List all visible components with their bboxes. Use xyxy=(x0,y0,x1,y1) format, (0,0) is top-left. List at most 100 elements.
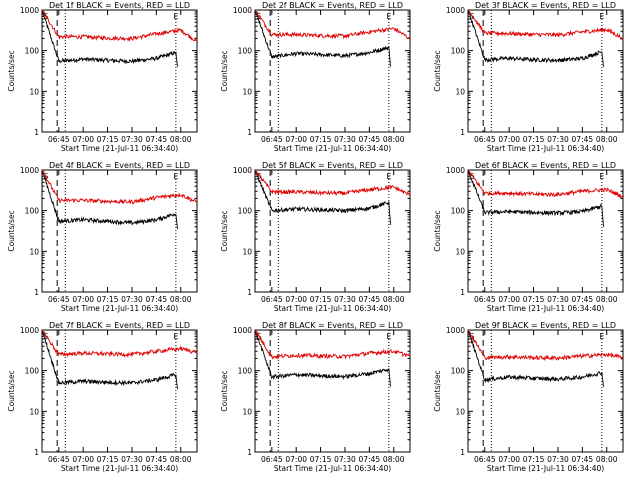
series-line-events xyxy=(467,169,604,227)
x-tick-label: 07:45 xyxy=(572,295,594,304)
y-tick-label: 1000 xyxy=(233,326,252,335)
x-tick-label: 08:00 xyxy=(596,295,618,304)
x-tick-label: 07:00 xyxy=(498,295,520,304)
x-axis-label: Start Time (21-Jul-11 06:34:40) xyxy=(274,464,391,473)
panel-title: Det 8f BLACK = Events, RED = LLD xyxy=(262,321,403,330)
x-tick-label: 08:00 xyxy=(170,135,192,144)
y-tick-label: 1000 xyxy=(20,166,39,175)
y-tick-label: 1 xyxy=(247,288,252,297)
y-tick-label: 100 xyxy=(238,207,253,216)
plot-frame xyxy=(467,169,624,293)
marker-E: E xyxy=(599,12,604,21)
plot-frame xyxy=(41,9,198,133)
y-tick-label: 1000 xyxy=(446,326,465,335)
panel-title: Det 7f BLACK = Events, RED = LLD xyxy=(49,321,190,330)
panel-7: Det 7f BLACK = Events, RED = LLD 1 10 100 10… xyxy=(7,321,198,473)
series-line-lld xyxy=(254,169,411,197)
y-tick-label: 1 xyxy=(460,288,465,297)
plot-frame xyxy=(41,329,198,453)
series-line-lld xyxy=(254,329,411,360)
x-tick-label: 07:00 xyxy=(72,295,94,304)
x-tick-label: 07:15 xyxy=(523,135,545,144)
y-tick-label: 10 xyxy=(29,247,39,256)
y-tick-label: 10 xyxy=(29,87,39,96)
marker-E: E xyxy=(386,332,391,341)
y-tick-label: 1000 xyxy=(20,6,39,15)
panel-3: Det 3f BLACK = Events, RED = LLD 1 10 100 10… xyxy=(433,1,624,153)
panel-title: Det 3f BLACK = Events, RED = LLD xyxy=(475,1,616,10)
x-tick-label: 07:15 xyxy=(310,295,332,304)
x-tick-label: 06:45 xyxy=(48,455,70,464)
y-axis-label: Counts/sec xyxy=(220,370,229,411)
y-tick-label: 1 xyxy=(34,288,39,297)
x-tick-label: 08:00 xyxy=(170,455,192,464)
series-line-lld xyxy=(41,9,198,42)
plot-frame xyxy=(41,169,198,293)
series-line-events xyxy=(467,329,604,387)
panel-title: Det 1f BLACK = Events, RED = LLD xyxy=(49,1,190,10)
x-tick-label: 07:30 xyxy=(547,135,569,144)
series-line-lld xyxy=(467,329,624,362)
x-tick-label: 06:45 xyxy=(474,455,496,464)
x-axis-label: Start Time (21-Jul-11 06:34:40) xyxy=(274,144,391,153)
panel-title: Det 5f BLACK = Events, RED = LLD xyxy=(262,161,403,170)
x-tick-label: 06:45 xyxy=(48,135,70,144)
x-tick-label: 07:30 xyxy=(547,295,569,304)
x-tick-label: 07:30 xyxy=(334,295,356,304)
y-tick-label: 10 xyxy=(455,247,465,256)
panel-9: Det 9f BLACK = Events, RED = LLD 1 10 100 10… xyxy=(433,321,624,473)
x-tick-label: 07:00 xyxy=(498,455,520,464)
x-tick-label: 08:00 xyxy=(170,295,192,304)
x-tick-label: 06:45 xyxy=(261,295,283,304)
x-tick-label: 07:15 xyxy=(523,295,545,304)
y-axis-label: Counts/sec xyxy=(433,50,442,91)
x-tick-label: 06:45 xyxy=(474,295,496,304)
x-axis-label: Start Time (21-Jul-11 06:34:40) xyxy=(487,304,604,313)
panel-8: Det 8f BLACK = Events, RED = LLD 1 10 100 10… xyxy=(220,321,411,473)
x-tick-label: 07:15 xyxy=(523,455,545,464)
y-tick-label: 1 xyxy=(460,128,465,137)
x-tick-label: 07:15 xyxy=(97,455,119,464)
panel-title: Det 6f BLACK = Events, RED = LLD xyxy=(475,161,616,170)
y-tick-label: 100 xyxy=(25,47,40,56)
x-tick-label: 07:00 xyxy=(285,455,307,464)
y-tick-label: 100 xyxy=(451,47,466,56)
series-line-events xyxy=(254,169,391,225)
y-tick-label: 10 xyxy=(242,407,252,416)
y-axis-label: Counts/sec xyxy=(7,210,16,251)
y-axis-label: Counts/sec xyxy=(220,210,229,251)
x-tick-label: 07:30 xyxy=(547,455,569,464)
x-tick-label: 08:00 xyxy=(596,135,618,144)
panel-1: Det 1f BLACK = Events, RED = LLD 1 10 100 10… xyxy=(7,1,198,153)
panel-4: Det 4f BLACK = Events, RED = LLD 1 10 100 10… xyxy=(7,161,198,313)
x-tick-label: 07:00 xyxy=(72,455,94,464)
series-line-events xyxy=(254,329,391,387)
marker-E: E xyxy=(173,12,178,21)
x-tick-label: 06:45 xyxy=(261,135,283,144)
x-tick-label: 07:15 xyxy=(97,295,119,304)
panel-title: Det 4f BLACK = Events, RED = LLD xyxy=(49,161,190,170)
y-axis-label: Counts/sec xyxy=(7,370,16,411)
x-axis-label: Start Time (21-Jul-11 06:34:40) xyxy=(61,464,178,473)
marker-E: E xyxy=(386,12,391,21)
x-tick-label: 07:30 xyxy=(334,455,356,464)
y-tick-label: 10 xyxy=(29,407,39,416)
series-line-events xyxy=(254,9,391,67)
plot-frame xyxy=(254,329,411,453)
y-axis-label: Counts/sec xyxy=(433,210,442,251)
y-tick-label: 100 xyxy=(238,47,253,56)
y-tick-label: 10 xyxy=(455,407,465,416)
x-tick-label: 07:45 xyxy=(359,135,381,144)
x-axis-label: Start Time (21-Jul-11 06:34:40) xyxy=(487,464,604,473)
marker-S: S xyxy=(257,172,262,181)
x-tick-label: 07:45 xyxy=(146,135,168,144)
y-tick-label: 10 xyxy=(242,247,252,256)
x-tick-label: 08:00 xyxy=(383,455,405,464)
y-tick-label: 1000 xyxy=(20,326,39,335)
x-tick-label: 07:15 xyxy=(310,135,332,144)
plot-frame xyxy=(467,329,624,453)
x-tick-label: 06:45 xyxy=(48,295,70,304)
x-tick-label: 07:45 xyxy=(146,295,168,304)
x-tick-label: 07:30 xyxy=(121,295,143,304)
panel-2: Det 2f BLACK = Events, RED = LLD 1 10 100 10… xyxy=(220,1,411,153)
